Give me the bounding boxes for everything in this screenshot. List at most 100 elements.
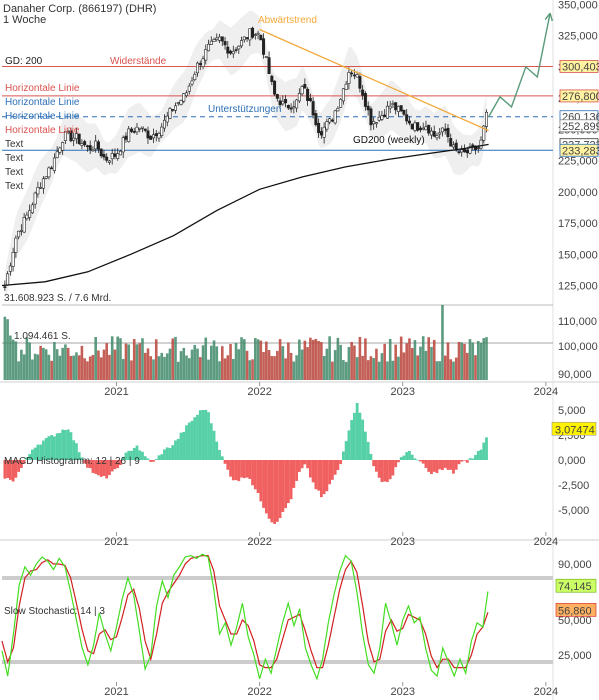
volume-label-average: 1.094.461 S. (14, 331, 71, 342)
trend-line (259, 28, 489, 132)
volume-bar (432, 339, 436, 380)
candle-body (121, 137, 125, 153)
volume-label-total: 31.608.923 S. / 7.6 Mrd. (4, 293, 111, 304)
candle-body (292, 106, 296, 109)
volume-bar (116, 336, 120, 380)
macd-bar (190, 420, 194, 460)
candle-body (146, 130, 150, 139)
macd-bar (86, 460, 89, 468)
volume-bar (9, 335, 12, 380)
macd-bar (91, 460, 95, 473)
macd-bar (99, 460, 103, 477)
macd-bar (64, 429, 67, 460)
candle-body (44, 176, 48, 179)
candle-body (385, 105, 389, 119)
stochastic-label: Slow Stochastic: 14 | 3 (4, 606, 105, 617)
macd-bar (30, 449, 34, 460)
candle-body (19, 230, 23, 232)
candle-body (138, 127, 142, 130)
volume-tick-label: 100,000 (558, 341, 598, 353)
candle-body (242, 36, 246, 41)
candle-body (264, 56, 268, 58)
volume-bar (336, 337, 340, 380)
macd-bar (226, 460, 230, 470)
macd-bar (94, 460, 98, 474)
volume-bar (369, 356, 373, 380)
candle-body (297, 93, 301, 102)
candle-body (179, 100, 183, 105)
price-tick-label: 200,000 (558, 187, 598, 199)
candle-body (380, 115, 384, 120)
volume-bar (399, 336, 403, 380)
macd-bar (171, 445, 175, 460)
volume-bar (410, 348, 414, 380)
volume-bar (366, 360, 370, 380)
volume-bar (55, 349, 59, 380)
macd-bar (295, 460, 299, 481)
candle-body (149, 135, 153, 140)
candle-body (471, 144, 475, 147)
x-axes: 2021 2022 2023 2024 2021 2022 2023 2024 2021 2022… (104, 382, 558, 698)
volume-bar (33, 353, 37, 380)
macd-bar (438, 460, 442, 470)
macd-bar (121, 456, 125, 460)
candle-body (91, 149, 95, 152)
stoch-d-box (555, 603, 597, 617)
candle-body (55, 151, 59, 158)
candle-body (47, 167, 51, 178)
volume-bar (204, 337, 208, 380)
macd-bar (336, 460, 340, 470)
volume-bar (342, 360, 345, 380)
macd-bar (419, 460, 422, 462)
macd-bar (479, 449, 483, 460)
volume-bar (69, 355, 73, 380)
macd-bar (256, 460, 260, 494)
x-tick-label: 2022 (247, 686, 271, 698)
macd-bar (405, 452, 409, 460)
candle-body (162, 119, 166, 129)
volume-bar (64, 344, 67, 380)
candle-body (190, 80, 194, 85)
macd-bar (344, 441, 348, 460)
price-tick-label: 175,000 (558, 218, 598, 230)
candle-body (300, 86, 304, 95)
volume-bar (281, 346, 285, 380)
macd-bar (41, 440, 45, 460)
candle-body (124, 135, 128, 140)
volume-bar (424, 350, 428, 380)
candle-body (443, 128, 447, 131)
volume-bar (245, 350, 249, 380)
candle-body (328, 118, 332, 123)
candle-body (196, 62, 200, 74)
candle-body (410, 123, 414, 130)
macd-bar (270, 460, 274, 523)
volume-bar (240, 337, 243, 380)
volume-bar (102, 349, 106, 380)
macd-bar (132, 448, 136, 460)
volume-bar (284, 358, 287, 380)
volume-bar (44, 349, 48, 380)
price-tick-label: 125,000 (558, 281, 598, 293)
candle-body (39, 187, 43, 189)
candle-body (80, 143, 84, 146)
candle-body (110, 153, 114, 160)
candle-body (317, 122, 321, 134)
volume-bar (58, 355, 62, 380)
volume-bar (421, 336, 425, 380)
volume-bar (97, 350, 100, 380)
x-tick-label: 2023 (390, 536, 414, 548)
candle-body (451, 144, 455, 148)
candle-body (308, 97, 312, 101)
candle-body (358, 76, 362, 89)
candle-body (336, 108, 340, 112)
forecast-line (487, 13, 551, 118)
volume-bar (485, 337, 488, 380)
candle-body (171, 109, 175, 111)
volume-bar (254, 338, 257, 380)
volume-bar (237, 349, 241, 380)
volume-bar (119, 338, 122, 380)
volume-bar (270, 356, 274, 380)
volume-bar (3, 316, 7, 380)
candle-body (363, 93, 367, 107)
candle-body (333, 110, 337, 124)
